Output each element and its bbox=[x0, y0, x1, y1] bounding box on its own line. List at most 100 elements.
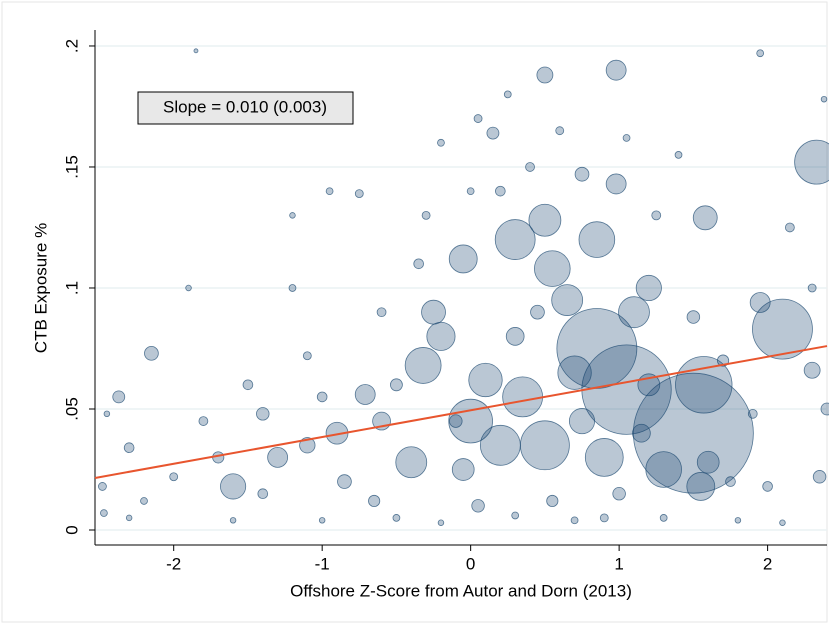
bubble bbox=[112, 390, 126, 404]
bubble bbox=[528, 203, 562, 237]
bubble bbox=[185, 284, 192, 292]
bubble bbox=[622, 134, 631, 142]
bubble bbox=[318, 517, 326, 524]
annotation: Slope = 0.010 (0.003) bbox=[163, 97, 327, 116]
bubble bbox=[605, 173, 627, 195]
bubble bbox=[725, 476, 736, 487]
bubble bbox=[794, 139, 829, 185]
bubble bbox=[651, 210, 662, 221]
bubble bbox=[395, 446, 428, 479]
bubble bbox=[511, 511, 520, 520]
bubble bbox=[557, 355, 592, 390]
bubble bbox=[437, 138, 445, 147]
bubble bbox=[289, 212, 296, 219]
y-tick-label: .15 bbox=[62, 155, 81, 179]
bubble bbox=[555, 126, 565, 136]
bubble bbox=[256, 407, 270, 421]
bubble bbox=[257, 488, 269, 499]
bubble bbox=[368, 494, 381, 508]
bubble bbox=[316, 391, 328, 403]
bubble bbox=[354, 189, 364, 198]
bubble bbox=[288, 284, 297, 292]
bubble bbox=[448, 398, 493, 444]
bubble bbox=[471, 499, 485, 513]
bubble bbox=[574, 166, 590, 182]
bubble bbox=[785, 222, 795, 233]
bubble bbox=[692, 205, 718, 231]
bubble bbox=[546, 494, 559, 508]
bubble bbox=[632, 423, 651, 443]
bubble bbox=[686, 310, 701, 324]
bubble bbox=[242, 379, 254, 391]
bubble bbox=[503, 90, 512, 99]
bubble bbox=[820, 402, 829, 416]
bubble bbox=[390, 378, 403, 392]
bubble bbox=[426, 321, 456, 351]
bubble bbox=[198, 416, 209, 426]
bubble bbox=[100, 509, 108, 517]
bubble bbox=[302, 351, 312, 361]
bubble bbox=[392, 514, 401, 522]
bubble bbox=[449, 414, 463, 428]
bubble bbox=[413, 258, 424, 270]
bubble bbox=[599, 513, 609, 523]
bubble bbox=[494, 219, 536, 260]
bubble bbox=[404, 347, 442, 384]
bubble bbox=[734, 517, 742, 524]
bubble bbox=[551, 284, 584, 316]
bubble bbox=[144, 345, 159, 361]
bubble bbox=[525, 162, 535, 172]
bubble bbox=[635, 274, 662, 302]
x-axis-label: Offshore Z-Score from Autor and Dorn (20… bbox=[290, 581, 632, 600]
bubble bbox=[220, 473, 247, 500]
bubble bbox=[495, 185, 506, 197]
bubble bbox=[659, 514, 668, 522]
bubble bbox=[229, 517, 237, 524]
bubble bbox=[505, 327, 525, 346]
bubble bbox=[103, 410, 111, 418]
x-tick-label: 0 bbox=[466, 554, 475, 573]
bubble bbox=[645, 451, 682, 488]
bubble bbox=[584, 438, 624, 477]
bubble bbox=[123, 442, 135, 454]
x-tick-label: -1 bbox=[315, 554, 330, 573]
bubble bbox=[169, 472, 179, 482]
bubble bbox=[267, 446, 289, 468]
bubble bbox=[749, 292, 771, 313]
bubble bbox=[756, 49, 765, 58]
bubble bbox=[779, 519, 786, 526]
bubble bbox=[686, 472, 716, 501]
bubble bbox=[807, 283, 817, 293]
bubble bbox=[448, 244, 478, 274]
bubble bbox=[605, 59, 627, 81]
bubble bbox=[578, 221, 616, 258]
bubble bbox=[354, 384, 376, 405]
bubble bbox=[473, 114, 483, 123]
bubble bbox=[820, 95, 828, 103]
bubble bbox=[98, 482, 107, 491]
bubble bbox=[803, 361, 821, 379]
x-tick-label: 1 bbox=[614, 554, 623, 573]
bubble bbox=[762, 481, 773, 492]
bubble bbox=[752, 298, 813, 360]
x-tick-label: -2 bbox=[166, 554, 181, 573]
bubble bbox=[502, 376, 544, 418]
bubble bbox=[536, 66, 554, 84]
bubble bbox=[534, 250, 571, 287]
bubble bbox=[421, 299, 446, 325]
bubble bbox=[466, 187, 475, 196]
bubble bbox=[140, 497, 148, 505]
fit-line bbox=[94, 345, 828, 479]
bubble bbox=[421, 210, 431, 220]
bubble bbox=[193, 48, 199, 54]
bubble bbox=[568, 408, 596, 435]
annotation-box bbox=[137, 91, 354, 125]
x-tick-label: 2 bbox=[763, 554, 772, 573]
y-tick-label: 0 bbox=[62, 525, 81, 534]
bubble bbox=[674, 151, 683, 159]
bubble bbox=[376, 307, 387, 318]
y-axis-label: CTB Exposure % bbox=[31, 223, 50, 353]
bubble bbox=[519, 420, 570, 471]
